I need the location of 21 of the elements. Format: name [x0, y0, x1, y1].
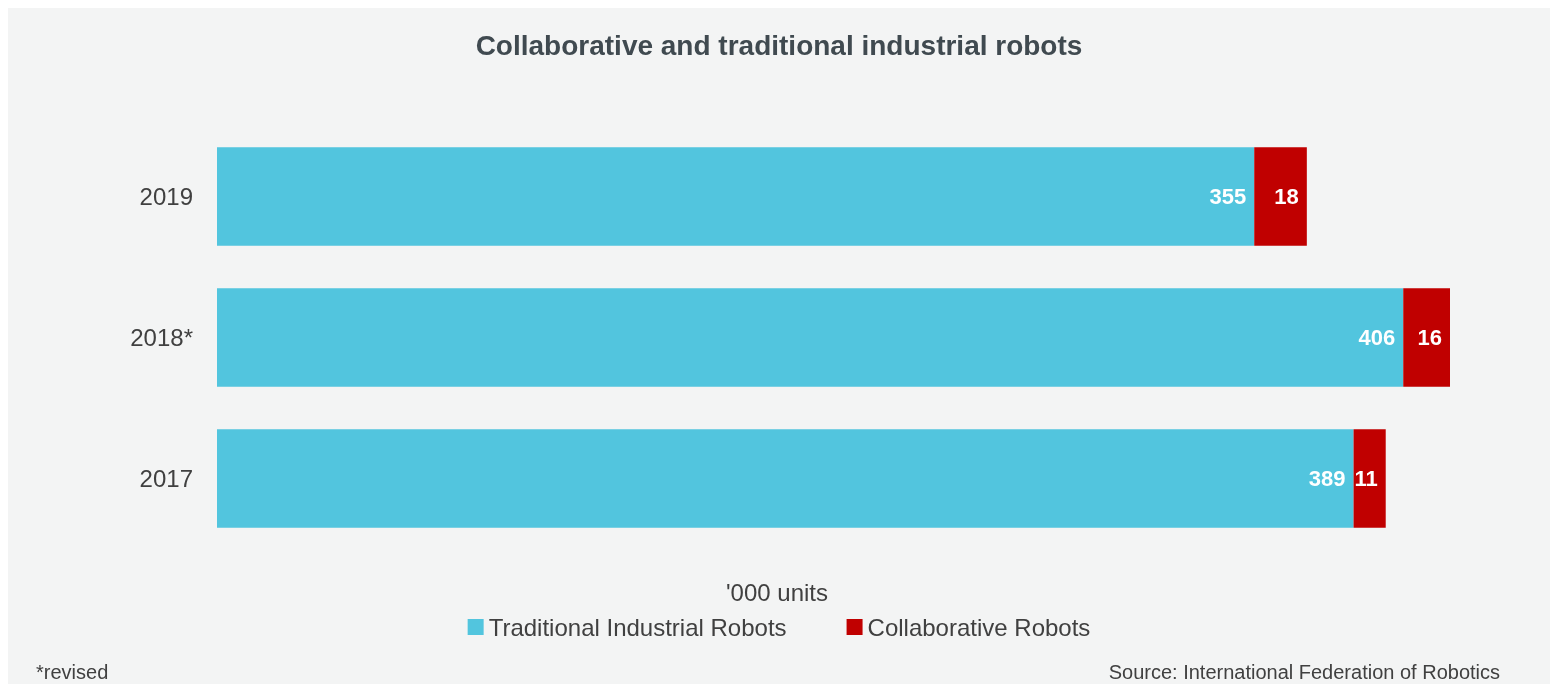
source-note: Source: International Federation of Robotics: [1108, 661, 1501, 683]
bar: [1353, 429, 1386, 528]
data-label: 11: [1354, 466, 1378, 491]
bar: [1403, 288, 1450, 387]
y-tick-label: 2017: [139, 465, 193, 492]
bar: [217, 147, 1255, 246]
chart-title: Collaborative and traditional industrial robots: [475, 29, 1083, 61]
bar: [217, 429, 1354, 528]
data-label: 355: [1209, 184, 1247, 209]
data-label: 406: [1358, 325, 1396, 350]
data-label: 389: [1308, 466, 1346, 491]
data-label: 18: [1274, 184, 1299, 209]
bar: [1254, 147, 1307, 246]
y-tick-label: 2019: [139, 183, 193, 210]
text: *revised: [36, 661, 109, 683]
bar: [217, 288, 1404, 387]
x-axis-title: '000 units: [726, 578, 828, 606]
legend-label: Collaborative Robots: [867, 613, 1091, 641]
legend-label: Traditional Industrial Robots: [488, 613, 787, 641]
y-tick-label: 2018*: [130, 324, 193, 351]
data-label: 16: [1417, 325, 1442, 350]
